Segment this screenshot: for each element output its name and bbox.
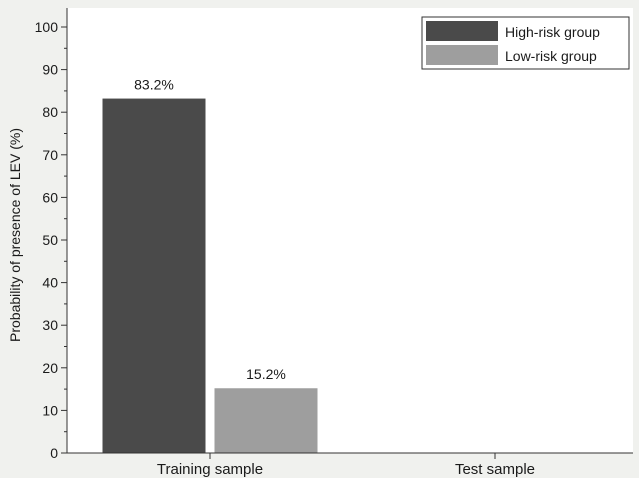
y-tick-label: 30 (42, 317, 58, 333)
y-tick-label: 0 (50, 445, 58, 461)
y-tick-label: 80 (42, 104, 58, 120)
legend-swatch-low-risk (426, 45, 498, 65)
x-tick-label: Test sample (455, 461, 535, 478)
bar (214, 388, 318, 453)
bar-value-label: 15.2% (246, 366, 286, 382)
y-tick-label: 10 (42, 402, 58, 418)
bar-value-label: 83.4% (419, 0, 459, 3)
bar (102, 98, 206, 454)
y-tick-label: 20 (42, 360, 58, 376)
legend-label-low-risk: Low-risk group (505, 48, 597, 64)
legend-swatch-high-risk (426, 21, 498, 41)
y-tick-label: 40 (42, 275, 58, 291)
x-tick-label: Training sample (157, 461, 263, 478)
y-tick-label: 50 (42, 232, 58, 248)
y-tick-label: 100 (35, 19, 59, 35)
y-tick-label: 60 (42, 189, 58, 205)
bar-value-label: 14.5% (531, 0, 571, 3)
y-tick-label: 90 (42, 62, 58, 78)
y-tick-label: 70 (42, 147, 58, 163)
y-axis-label: Probability of presence of LEV (%) (7, 128, 23, 342)
legend-label-high-risk: High-risk group (505, 24, 600, 40)
legend: High-risk group Low-risk group (421, 16, 630, 70)
bar-value-label: 83.2% (134, 77, 174, 93)
